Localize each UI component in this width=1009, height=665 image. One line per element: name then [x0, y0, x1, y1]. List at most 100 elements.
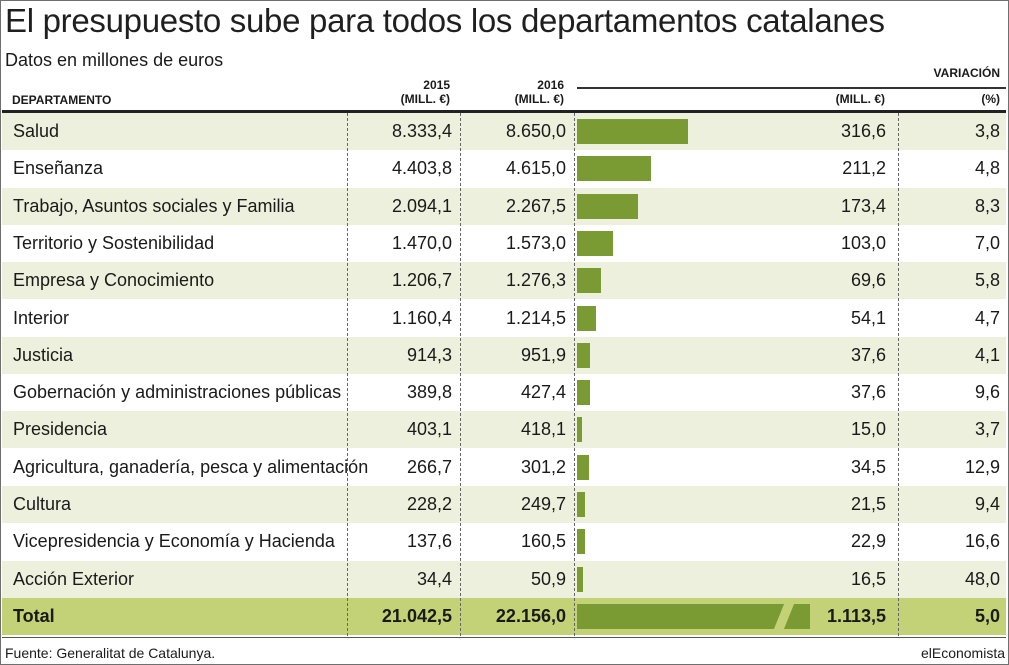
variation-mill: 21,5	[850, 494, 886, 514]
value-2016: 1.276,3	[505, 270, 566, 291]
table-row: Justicia 914,3 951,9 37,6 4,1	[2, 336, 1006, 374]
column-divider	[898, 113, 899, 636]
variation-pct: 12,9	[964, 456, 1000, 477]
department-name: Empresa y Conocimiento	[13, 270, 215, 291]
chart-subtitle: Datos en millones de euros	[5, 50, 224, 70]
table-row: Vicepresidencia y Economía y Hacienda 137…	[2, 523, 1006, 560]
source-note: Fuente: Generalitat de Catalunya.	[5, 645, 216, 661]
value-2016: 1.214,5	[505, 307, 566, 328]
department-name: Cultura	[13, 494, 72, 514]
variation-bar	[577, 454, 590, 480]
table-row: Empresa y Conocimiento 1.206,7 1.276,3 69,6…	[2, 262, 1006, 300]
header-2016-year: 2016	[537, 78, 564, 92]
variation-pct: 3,8	[974, 121, 1000, 141]
variation-bar	[577, 119, 688, 144]
department-name: Enseñanza	[13, 158, 104, 179]
department-name: Total	[13, 605, 55, 626]
variation-mill: 34,5	[850, 456, 886, 477]
table-top-rule	[2, 110, 1006, 113]
value-2016: 249,7	[520, 494, 566, 514]
department-name: Trabajo, Asuntos sociales y Familia	[13, 195, 295, 216]
variacion-rule	[577, 87, 1006, 89]
variation-mill: 15,0	[850, 419, 886, 440]
chart-title: El presupuesto sube para todos los depar…	[5, 2, 885, 39]
variation-pct: 7,0	[974, 232, 1000, 253]
header-departamento: DEPARTAMENTO	[12, 93, 112, 107]
variation-pct: 4,1	[974, 344, 1000, 365]
table-row: Acción Exterior 34,4 50,9 16,5 48,0	[2, 560, 1006, 598]
table-row: Enseñanza 4.403,8 4.615,0 211,2 4,8	[2, 150, 1006, 187]
table-row: Cultura 228,2 249,7 21,5 9,4	[2, 486, 1006, 523]
variation-mill: 69,6	[850, 270, 886, 291]
variation-mill: 54,1	[850, 307, 886, 328]
variation-pct: 5,0	[974, 605, 1000, 626]
table-row: Trabajo, Asuntos sociales y Familia 2.094…	[2, 187, 1006, 225]
value-2015: 8.333,4	[391, 121, 452, 141]
value-2016: 301,2	[520, 456, 566, 477]
column-divider	[574, 113, 575, 636]
variation-bar	[577, 566, 583, 592]
table-row: Presidencia 403,1 418,1 15,0 3,7	[2, 411, 1006, 449]
variation-pct: 48,0	[964, 568, 1000, 589]
value-2015: 1.206,7	[391, 270, 452, 291]
variation-mill: 37,6	[850, 382, 886, 403]
header-2015-year: 2015	[423, 78, 450, 92]
variation-bar	[577, 529, 586, 555]
column-divider	[347, 113, 348, 636]
variation-pct: 4,7	[974, 307, 1000, 328]
variation-bar	[577, 342, 591, 368]
department-name: Acción Exterior	[13, 568, 135, 589]
value-2015: 228,2	[406, 494, 452, 514]
value-2015: 2.094,1	[391, 195, 452, 216]
variation-mill: 211,2	[842, 158, 886, 179]
value-2015: 914,3	[406, 344, 452, 365]
value-2016: 427,4	[520, 382, 566, 403]
variation-mill: 1.113,5	[826, 605, 886, 626]
table-row: Interior 1.160,4 1.214,5 54,1 4,7	[2, 300, 1006, 337]
department-name: Vicepresidencia y Economía y Hacienda	[13, 531, 335, 552]
variation-bar	[577, 230, 614, 256]
table-row: Territorio y Sostenibilidad 1.470,0 1.573,…	[2, 225, 1006, 262]
variation-mill: 37,6	[850, 344, 886, 365]
value-2015: 34,4	[416, 568, 452, 589]
department-name: Interior	[13, 307, 70, 328]
department-name: Salud	[13, 121, 60, 141]
variation-bar	[577, 156, 652, 182]
variation-mill: 316,6	[840, 121, 886, 141]
variation-mill: 22,9	[850, 531, 886, 552]
variation-mill: 173,4	[840, 195, 886, 216]
variation-bar	[577, 492, 585, 517]
table-row: Salud 8.333,4 8.650,0 316,6 3,8	[2, 113, 1006, 150]
header-2016-unit: (MILL. €)	[514, 92, 564, 106]
variation-mill: 103,0	[840, 232, 886, 253]
value-2015: 1.470,0	[391, 232, 452, 253]
table-row: Gobernación y administraciones públicas 3…	[2, 374, 1006, 411]
value-2015: 403,1	[406, 419, 452, 440]
variation-mill: 16,5	[850, 568, 886, 589]
variation-pct: 9,4	[974, 494, 1000, 514]
value-2015: 21.042,5	[381, 605, 452, 626]
value-2016: 160,5	[520, 531, 566, 552]
variation-pct: 16,6	[964, 531, 1000, 552]
total-row: Total 21.042,5 22.156,0 1.113,5 5,0	[2, 597, 1006, 635]
value-2015: 389,8	[406, 382, 452, 403]
header-variacion-pct: (%)	[981, 92, 1000, 106]
value-2015: 137,6	[406, 531, 452, 552]
value-2016: 1.573,0	[505, 232, 566, 253]
variation-pct: 4,8	[974, 158, 1000, 179]
value-2015: 266,7	[406, 456, 452, 477]
header-variacion-mill: (MILL. €)	[835, 92, 885, 106]
value-2016: 418,1	[520, 419, 566, 440]
value-2015: 1.160,4	[391, 307, 452, 328]
table-bottom-rule	[2, 637, 1006, 638]
variation-pct: 3,7	[974, 419, 1000, 440]
variation-bar	[577, 417, 583, 443]
brand-logo-text: elEconomista	[920, 645, 1005, 661]
variation-pct: 5,8	[974, 270, 1000, 291]
department-name: Presidencia	[13, 419, 108, 440]
table-row: Agricultura, ganadería, pesca y alimenta…	[2, 449, 1006, 486]
value-2016: 2.267,5	[505, 195, 566, 216]
value-2016: 8.650,0	[505, 121, 566, 141]
value-2016: 951,9	[520, 344, 566, 365]
variation-bar	[577, 380, 591, 406]
